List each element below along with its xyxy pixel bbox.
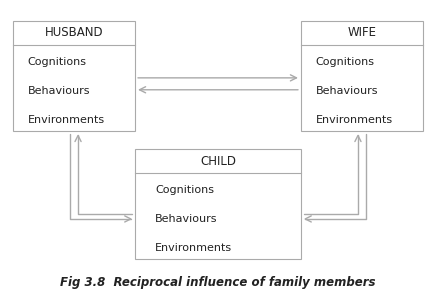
Text: CHILD: CHILD bbox=[200, 155, 236, 168]
Text: HUSBAND: HUSBAND bbox=[45, 27, 103, 40]
Text: Cognitions: Cognitions bbox=[316, 57, 375, 67]
Bar bbox=[135, 149, 301, 259]
Bar bbox=[301, 21, 423, 131]
Text: Cognitions: Cognitions bbox=[155, 185, 214, 195]
Text: Environments: Environments bbox=[155, 243, 232, 253]
Text: Cognitions: Cognitions bbox=[28, 57, 87, 67]
Text: Behaviours: Behaviours bbox=[28, 86, 90, 96]
Text: Behaviours: Behaviours bbox=[155, 214, 218, 224]
Text: Environments: Environments bbox=[316, 115, 392, 125]
Text: Behaviours: Behaviours bbox=[316, 86, 378, 96]
Bar bbox=[13, 21, 135, 131]
Text: WIFE: WIFE bbox=[347, 27, 376, 40]
Text: Environments: Environments bbox=[28, 115, 105, 125]
Text: Fig 3.8  Reciprocal influence of family members: Fig 3.8 Reciprocal influence of family m… bbox=[60, 276, 376, 289]
